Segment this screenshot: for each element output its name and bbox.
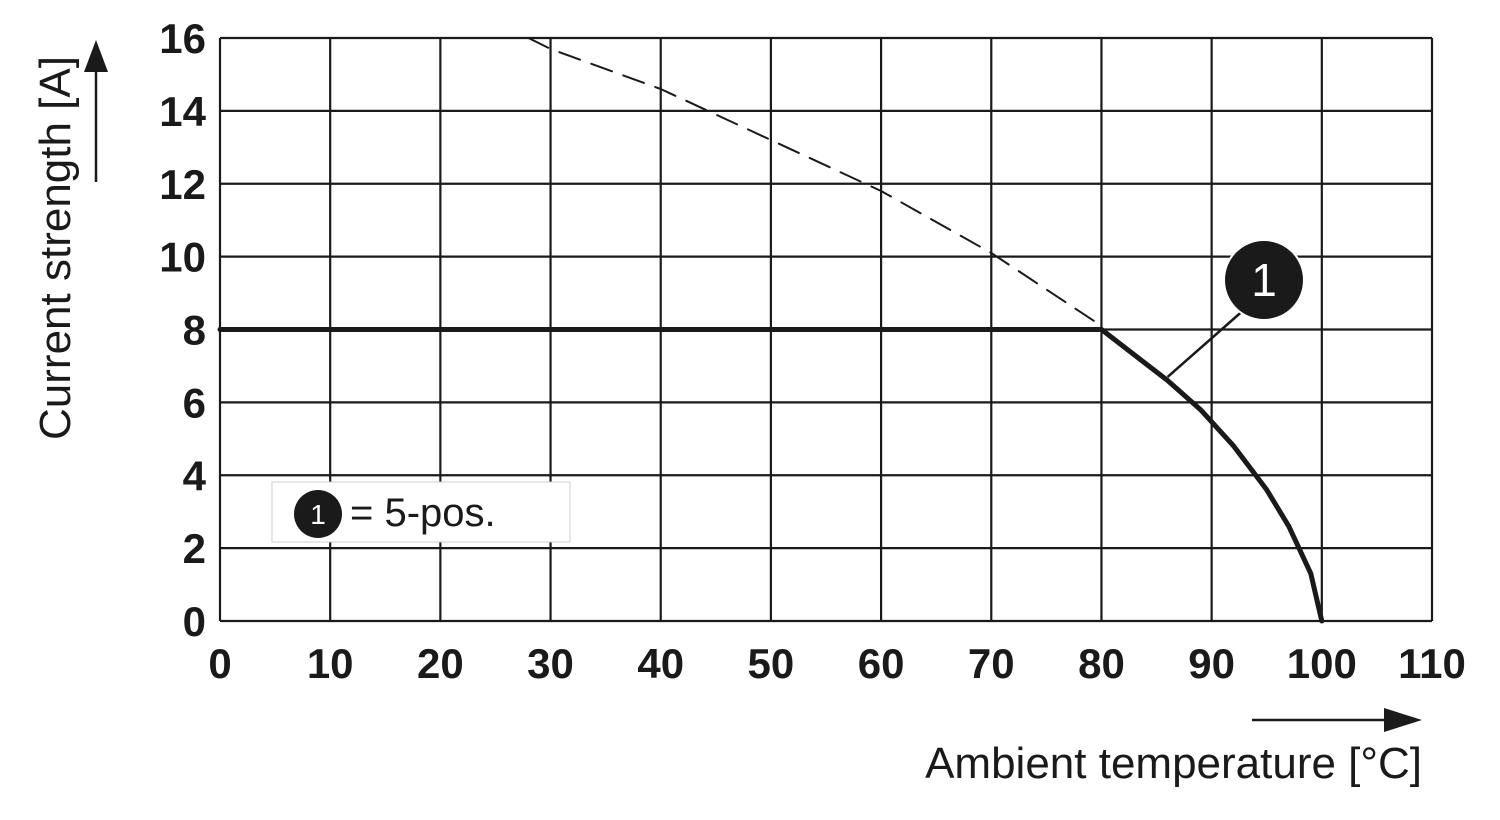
x-axis-arrow-head — [1384, 708, 1422, 732]
callout-marker-label: 1 — [1251, 254, 1277, 306]
y-tick-label: 16 — [159, 15, 206, 62]
y-tick-label: 0 — [183, 598, 206, 645]
x-tick-label: 0 — [208, 640, 231, 687]
x-tick-labels: 0 10 20 30 40 50 60 70 80 90 100 110 — [208, 640, 1466, 687]
callout: 1 — [1166, 239, 1305, 378]
y-tick-labels: 0 2 4 6 8 10 12 14 16 — [159, 15, 206, 645]
legend-marker — [294, 490, 342, 538]
callout-leader-line — [1166, 307, 1247, 378]
x-tick-label: 10 — [307, 640, 354, 687]
x-tick-label: 80 — [1078, 640, 1125, 687]
x-tick-label: 70 — [968, 640, 1015, 687]
y-tick-label: 2 — [183, 525, 206, 572]
x-tick-label: 90 — [1188, 640, 1235, 687]
y-tick-label: 12 — [159, 161, 206, 208]
x-tick-label: 30 — [527, 640, 574, 687]
y-tick-label: 10 — [159, 234, 206, 281]
series-line-solid — [217, 327, 1325, 624]
y-tick-label: 8 — [183, 307, 206, 354]
callout-marker — [1223, 239, 1305, 321]
x-tick-label: 20 — [417, 640, 464, 687]
y-tick-label: 6 — [183, 379, 206, 426]
y-axis-title: Current strength [A] — [31, 56, 80, 440]
x-tick-label: 50 — [748, 640, 795, 687]
x-axis-title-group: Ambient temperature [°C] — [925, 708, 1422, 788]
legend: 1 = 5-pos. — [271, 481, 571, 543]
x-tick-label: 110 — [1398, 640, 1466, 687]
x-tick-label: 60 — [858, 640, 905, 687]
y-axis-arrow-head — [84, 40, 108, 72]
legend-label: = 5-pos. — [350, 491, 496, 535]
series-layer — [217, 37, 1325, 624]
y-tick-label: 14 — [159, 88, 206, 135]
legend-marker-label: 1 — [310, 499, 326, 530]
x-axis-title: Ambient temperature [°C] — [925, 739, 1422, 788]
y-axis-title-group: Current strength [A] — [31, 40, 108, 440]
x-tick-label: 40 — [637, 640, 684, 687]
series-line-dashed — [527, 37, 1103, 327]
y-tick-label: 4 — [183, 452, 207, 499]
x-tick-label: 100 — [1287, 640, 1357, 687]
